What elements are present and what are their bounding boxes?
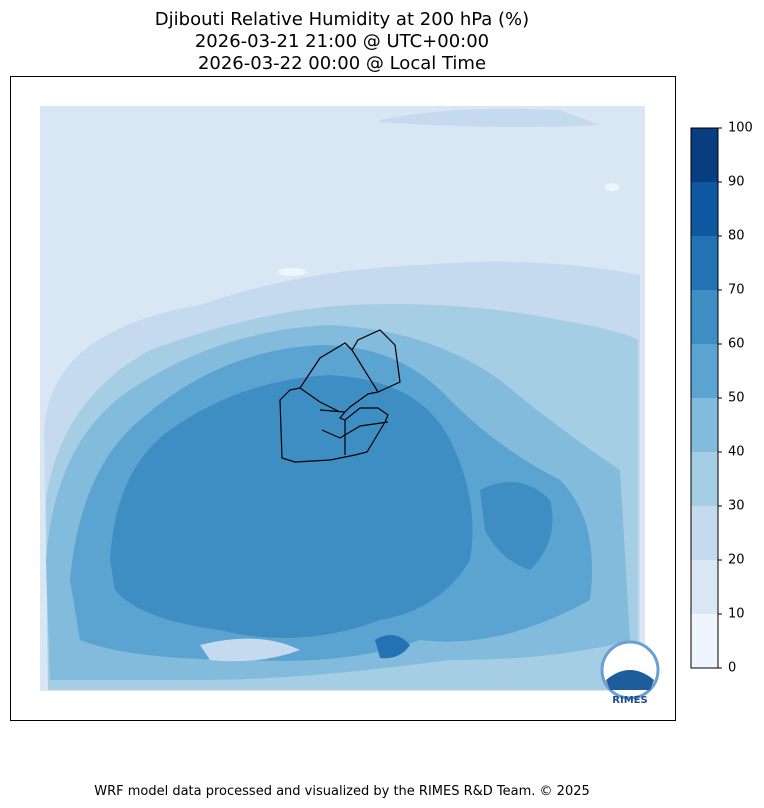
- rimes-logo: RIMES: [600, 640, 660, 706]
- colorbar-tick-label: 100: [728, 121, 753, 136]
- humidity-field: [40, 106, 645, 691]
- colorbar-band: [691, 236, 718, 290]
- colorbar-tick-label: 50: [728, 391, 745, 406]
- colorbar-tick-label: 10: [728, 607, 745, 622]
- colorbar-tick-label: 30: [728, 499, 745, 514]
- colorbar-band: [691, 128, 718, 182]
- colorbar-band: [691, 398, 718, 452]
- title-line: 2026-03-21 21:00 @ UTC+00:00: [195, 31, 489, 52]
- colorbar-tick-label: 0: [728, 661, 736, 676]
- colorbar-band: [691, 560, 718, 614]
- title-line: 2026-03-22 00:00 @ Local Time: [198, 53, 486, 74]
- colorbar-band: [691, 452, 718, 506]
- country-borders: [279, 329, 401, 463]
- colorbar-band: [691, 182, 718, 236]
- colorbar-band: [691, 290, 718, 344]
- logo-text: RIMES: [612, 695, 647, 706]
- colorbar-tick-label: 90: [728, 175, 745, 190]
- colorbar-tick-label: 80: [728, 229, 745, 244]
- footer: WRF model data processed and visualized …: [94, 784, 590, 799]
- colorbar-tick-label: 20: [728, 553, 745, 568]
- colorbar-tick-label: 60: [728, 337, 745, 352]
- colorbar-band: [691, 344, 718, 398]
- colorbar-band: [691, 506, 718, 560]
- title-line: Djibouti Relative Humidity at 200 hPa (%…: [155, 9, 529, 30]
- colorbar-tick-label: 40: [728, 445, 745, 460]
- colorbar-band: [691, 614, 718, 668]
- colorbar: 0 10 20 30 40 50 60 70 80 90 100: [690, 121, 753, 676]
- colorbar-tick-label: 70: [728, 283, 745, 298]
